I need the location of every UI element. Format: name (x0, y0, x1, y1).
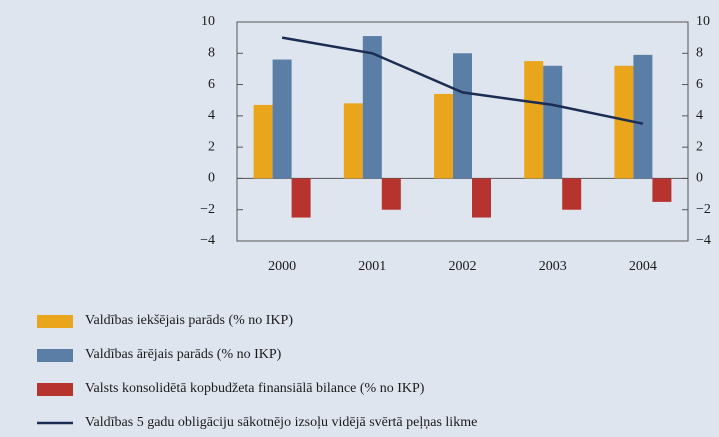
y2-tick-label: −4 (696, 233, 711, 248)
y-tick-label: −4 (200, 233, 215, 248)
x-tick-label: 2003 (539, 259, 567, 274)
legend-swatch (37, 349, 73, 362)
y2-tick-label: 4 (696, 108, 703, 123)
y-tick-label: 8 (208, 46, 215, 61)
bar (434, 93, 453, 179)
y2-tick-label: 8 (696, 46, 703, 61)
bar (562, 178, 582, 210)
bar (472, 178, 491, 218)
legend-swatch (37, 315, 73, 328)
y2-tick-label: 0 (696, 171, 703, 186)
bar (652, 178, 672, 202)
bar (253, 104, 273, 179)
legend-label: Valdības 5 gadu obligāciju sākotnējo izs… (85, 415, 477, 430)
y-tick-label: 4 (208, 108, 215, 123)
y-tick-label: 6 (208, 77, 215, 92)
line (281, 36, 644, 125)
bar (291, 178, 311, 218)
bar (633, 54, 653, 179)
legend-label: Valdības iekšējais parāds (% no IKP) (85, 313, 293, 328)
legend-label: Valsts konsolidētā kopbudžeta finansiālā… (85, 381, 425, 396)
bar (453, 53, 472, 179)
y2-tick-label: 10 (696, 14, 710, 29)
y-tick-label: 10 (201, 14, 215, 29)
bar (614, 65, 634, 179)
bar (343, 103, 363, 179)
bar (272, 59, 292, 179)
y-tick-label: 0 (208, 171, 215, 186)
y2-tick-label: −2 (696, 202, 711, 217)
x-tick-label: 2000 (268, 259, 296, 274)
y-tick-label: −2 (200, 202, 215, 217)
bar (381, 178, 401, 210)
x-tick-label: 2001 (358, 259, 386, 274)
bar (362, 36, 382, 179)
bar (543, 65, 563, 179)
x-tick-label: 2002 (449, 259, 477, 274)
bar (524, 61, 544, 179)
y2-tick-label: 2 (696, 139, 703, 154)
y2-tick-label: 6 (696, 77, 703, 92)
legend-swatch (37, 383, 73, 396)
plot-frame (236, 21, 689, 242)
legend-label: Valdības ārējais parāds (% no IKP) (85, 347, 282, 362)
y-tick-label: 2 (208, 139, 215, 154)
x-tick-label: 2004 (629, 259, 657, 274)
